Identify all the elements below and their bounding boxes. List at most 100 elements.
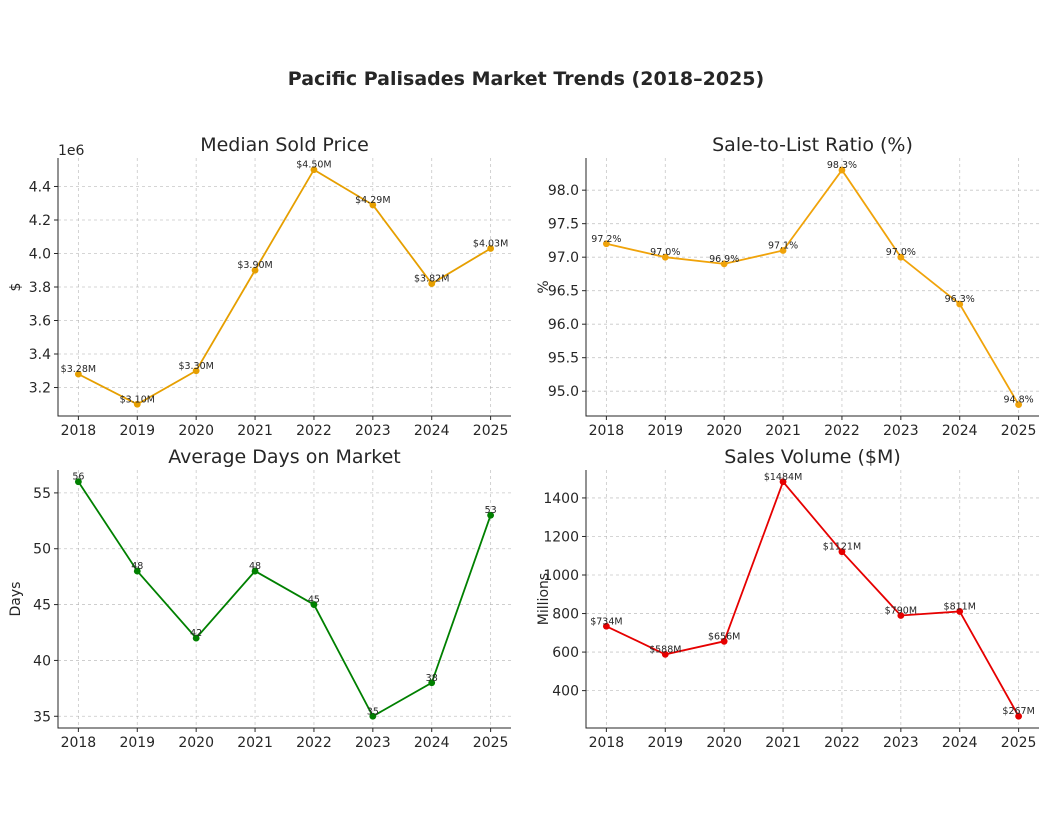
y-axis-label: %: [536, 280, 552, 293]
y-tick-label: 3.2: [29, 381, 51, 397]
x-tick-label: 2022: [824, 735, 860, 751]
y-tick-label: 1200: [543, 529, 579, 545]
x-tick-label: 2024: [414, 735, 450, 751]
x-tick-label: 2024: [942, 423, 978, 439]
median-price-chart: 2018 2019 2020 2021 2022 2023 2024 2025 3.2 3.4 3.…: [8, 134, 511, 439]
y-tick-label: 98.0: [548, 183, 579, 199]
x-tick-label: 2019: [119, 423, 155, 439]
data-point: [310, 601, 318, 608]
axis-spine: [57, 470, 511, 729]
y-tick-label: 55: [33, 486, 51, 502]
y-axis-label: $: [8, 283, 24, 292]
y-tick-label: 97.5: [548, 217, 579, 233]
x-tick-label: 2022: [824, 423, 860, 439]
x-tick-label: 2024: [942, 735, 978, 751]
series-line: [605, 479, 1020, 717]
x-tick-label: 2025: [1001, 735, 1037, 751]
data-label: 48: [249, 561, 261, 572]
data-point: [897, 253, 905, 261]
data-point: [1015, 712, 1023, 720]
chart-title: Median Sold Price: [200, 134, 369, 156]
data-label: 96.3%: [945, 294, 975, 305]
days-on-market-chart: 2018 2019 2020 2021 2022 2023 2024 2025 35 40 45 50…: [8, 446, 511, 751]
data-label: 42: [190, 628, 202, 639]
data-point: [74, 478, 82, 486]
data-point: [779, 247, 787, 254]
data-label: $588M: [649, 644, 681, 655]
x-tick-label: 2020: [178, 423, 214, 439]
y-tick-label: 1000: [543, 568, 579, 584]
x-tick-label: 2018: [61, 423, 97, 439]
data-point: [897, 612, 905, 619]
x-tick-label: 2021: [237, 423, 273, 439]
data-label: 45: [308, 595, 320, 606]
data-point: [487, 245, 495, 252]
data-point: [1015, 401, 1023, 409]
y-tick-label: 4.0: [29, 246, 51, 262]
sales-volume-chart: 2018 2019 2020 2021 2022 2023 2024 2025 400 600 80…: [536, 446, 1039, 751]
x-tick-label: 2023: [355, 423, 391, 439]
y-tick-label: 4.2: [29, 213, 51, 229]
data-label: 35: [367, 706, 379, 717]
x-tick-label: 2021: [765, 423, 801, 439]
data-point: [838, 166, 846, 174]
y-tick-label: 95.0: [548, 384, 579, 400]
data-point: [720, 260, 728, 268]
data-point: [251, 266, 259, 274]
axis-spine: [57, 158, 511, 417]
data-point: [192, 367, 200, 375]
data-point: [720, 637, 728, 645]
axis-offset-text: 1e6: [58, 143, 85, 159]
data-label: $4.50M: [296, 160, 331, 171]
data-label: $811M: [944, 601, 976, 612]
data-point: [428, 280, 436, 288]
figure-title: Pacific Palisades Market Trends (2018–20…: [288, 68, 764, 90]
y-tick-label: 3.6: [29, 314, 51, 330]
data-point: [428, 679, 436, 687]
x-tick-label: 2025: [1001, 423, 1037, 439]
data-label: $4.29M: [355, 195, 390, 206]
data-label: 48: [131, 561, 143, 572]
data-point: [487, 511, 495, 519]
data-point: [602, 622, 610, 630]
y-tick-label: 1400: [543, 491, 579, 507]
data-label: $3.10M: [120, 394, 155, 405]
data-label: $3.28M: [61, 364, 96, 375]
axis-spine: [585, 158, 1039, 417]
x-tick-label: 2018: [61, 735, 97, 751]
data-label: $1484M: [764, 472, 802, 483]
x-tick-label: 2018: [589, 735, 625, 751]
y-tick-label: 400: [552, 684, 579, 700]
data-point: [838, 548, 846, 556]
x-tick-label: 2023: [883, 735, 919, 751]
x-tick-label: 2025: [473, 735, 509, 751]
data-point: [661, 253, 669, 261]
x-tick-label: 2023: [883, 423, 919, 439]
chart-title: Sales Volume ($M): [724, 446, 901, 468]
x-tick-label: 2022: [296, 423, 332, 439]
y-tick-label: 96.5: [548, 284, 579, 300]
data-label: $267M: [1002, 706, 1034, 717]
data-point: [369, 712, 377, 720]
y-tick-label: 4.4: [29, 179, 51, 195]
data-label: $656M: [708, 631, 740, 642]
data-label: 98.3%: [827, 160, 857, 171]
y-tick-label: 50: [33, 542, 51, 558]
x-tick-label: 2023: [355, 735, 391, 751]
data-label: 97.1%: [768, 240, 798, 251]
data-point: [956, 608, 964, 615]
data-label: $4.03M: [473, 238, 508, 249]
data-label: $3.30M: [178, 361, 213, 372]
data-point: [369, 201, 377, 209]
y-axis-label: Days: [8, 582, 24, 617]
data-point: [956, 300, 964, 308]
sale-to-list-chart: 2018 2019 2020 2021 2022 2023 2024 2025 95.0 95.5…: [536, 134, 1039, 439]
y-axis-label: Millions: [536, 573, 552, 625]
y-tick-label: 95.5: [548, 351, 579, 367]
data-point: [251, 567, 259, 575]
data-label: 94.8%: [1004, 395, 1034, 406]
axis-spine: [585, 470, 1039, 729]
x-tick-label: 2021: [237, 735, 273, 751]
y-tick-label: 96.0: [548, 317, 579, 333]
